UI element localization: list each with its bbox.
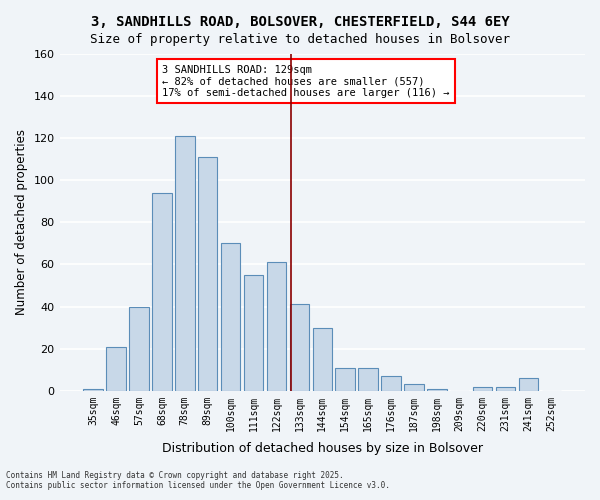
Y-axis label: Number of detached properties: Number of detached properties [15,130,28,316]
Bar [381,376,401,391]
Text: 3 SANDHILLS ROAD: 129sqm
← 82% of detached houses are smaller (557)
17% of semi-: 3 SANDHILLS ROAD: 129sqm ← 82% of detach… [162,64,449,98]
X-axis label: Distribution of detached houses by size in Bolsover: Distribution of detached houses by size … [162,442,483,455]
Bar [335,368,355,391]
Bar [198,157,217,391]
Text: Size of property relative to detached houses in Bolsover: Size of property relative to detached ho… [90,32,510,46]
Text: 3, SANDHILLS ROAD, BOLSOVER, CHESTERFIELD, S44 6EY: 3, SANDHILLS ROAD, BOLSOVER, CHESTERFIEL… [91,15,509,29]
Bar [83,388,103,391]
Bar [473,386,493,391]
Bar [267,262,286,391]
Bar [519,378,538,391]
Bar [427,388,446,391]
Bar [244,275,263,391]
Bar [358,368,378,391]
Bar [106,346,126,391]
Bar [496,386,515,391]
Text: Contains HM Land Registry data © Crown copyright and database right 2025.
Contai: Contains HM Land Registry data © Crown c… [6,470,390,490]
Bar [313,328,332,391]
Bar [221,244,241,391]
Bar [290,304,309,391]
Bar [175,136,194,391]
Bar [404,384,424,391]
Bar [152,193,172,391]
Bar [129,306,149,391]
